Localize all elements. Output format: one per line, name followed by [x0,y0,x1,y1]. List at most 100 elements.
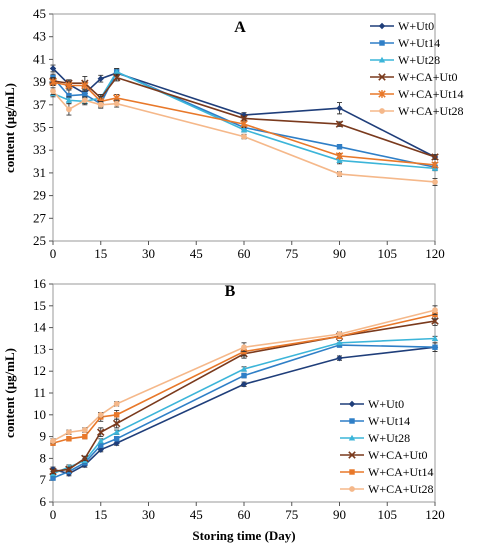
data-point [336,105,343,112]
data-point [336,144,343,150]
y-tick-label: 31 [33,165,46,180]
data-point [240,126,248,133]
data-point [431,161,439,169]
x-tick-label: 45 [190,246,203,261]
legend-marker [348,400,356,408]
y-tick-label: 43 [33,29,46,44]
y-tick-label: 29 [33,188,46,203]
data-point [96,428,105,437]
data-point [432,307,438,314]
x-tick-label: 105 [378,246,398,261]
x-tick-label: 90 [333,507,346,522]
legend-marker [348,451,356,459]
data-point [66,106,72,113]
panel-label: A [234,19,246,36]
legend: W+Ut0 W+Ut14 W+Ut28 W+CA+Ut0 W+CA+Ut14 W+CA+U… [340,397,434,496]
y-tick-label: 15 [33,298,46,313]
legend-marker [379,40,385,46]
data-point [240,114,248,123]
data-point [81,427,88,433]
data-point [82,91,88,98]
data-point [65,81,73,90]
series-w-ca-ut28 [50,305,438,444]
data-point [50,88,56,95]
data-point [335,152,344,160]
x-tick-label: 75 [285,246,298,261]
data-point [81,454,89,463]
chart-panel-a: 25 27 29 31 33 35 37 39 41 43 45 0 15 30 45 60 75 90 105 12… [2,6,464,261]
y-tick-label: 8 [40,450,47,465]
legend-label: W+CA+Ut0 [368,448,428,462]
y-tick-label: 9 [40,429,47,444]
x-tick-label: 45 [190,507,203,522]
data-point [431,153,439,161]
data-point [241,344,247,351]
legend-label: W+Ut28 [398,53,440,67]
y-tick-label: 41 [33,51,46,66]
data-point [240,381,248,388]
legend-marker [378,22,386,30]
x-tick-label: 30 [142,507,155,522]
data-point [66,93,72,99]
y-tick-label: 6 [40,494,47,509]
data-point [240,120,248,128]
legend-label: W+Ut0 [398,19,434,33]
x-tick-label: 0 [50,246,57,261]
series-w-ca-ut28 [50,87,438,186]
data-point [431,335,439,342]
data-point [113,68,120,75]
x-axis-label: Storing time (Day) [192,528,295,543]
x-tick-label: 0 [50,507,57,522]
legend-marker [349,486,355,492]
legend-marker [349,418,355,424]
y-tick-label: 14 [33,320,47,335]
legend-label: W+CA+Ut0 [398,70,458,84]
data-point [113,401,120,407]
legend-label: W+CA+Ut28 [368,482,434,496]
data-point [335,120,344,128]
data-point [112,73,121,82]
y-tick-label: 13 [33,341,46,356]
x-tick-label: 90 [333,246,346,261]
y-axis-label: content (μg/mL) [2,348,17,438]
legend-marker [348,434,356,441]
legend-marker [349,469,355,475]
panel-label: B [225,283,236,300]
x-tick-label: 105 [378,507,398,522]
data-point [97,101,104,108]
x-tick-label: 15 [94,507,107,522]
data-point [240,111,248,119]
data-point [113,100,120,107]
data-point [66,436,72,442]
data-point [97,411,104,418]
legend: W+Ut0 W+Ut14 W+Ut28 W+CA+Ut0 W+CA+Ut14 W+CA+U… [370,19,464,118]
y-tick-label: 7 [40,472,47,487]
legend-label: W+CA+Ut14 [368,465,434,479]
data-point [113,412,120,418]
data-point [49,467,57,476]
x-tick-label: 120 [425,507,445,522]
y-axis-label: content (μg/mL) [2,83,17,173]
y-tick-label: 16 [33,276,47,291]
x-tick-label: 60 [238,507,251,522]
data-point [432,179,438,185]
data-point [50,438,56,444]
data-point [65,97,73,103]
y-tick-label: 25 [33,233,46,248]
legend-label: W+Ut14 [398,36,440,50]
x-tick-label: 15 [94,246,107,261]
y-tick-label: 12 [33,363,46,378]
y-tick-label: 27 [33,210,47,225]
legend-label: W+Ut0 [368,397,404,411]
data-point [113,429,120,435]
data-point [336,171,343,177]
x-tick-label: 75 [285,507,298,522]
y-tick-label: 10 [33,407,46,422]
data-point [113,436,120,442]
data-point [336,331,343,338]
data-point [240,365,248,372]
y-tick-label: 35 [33,120,46,135]
data-point [81,97,88,104]
data-point [336,339,343,346]
